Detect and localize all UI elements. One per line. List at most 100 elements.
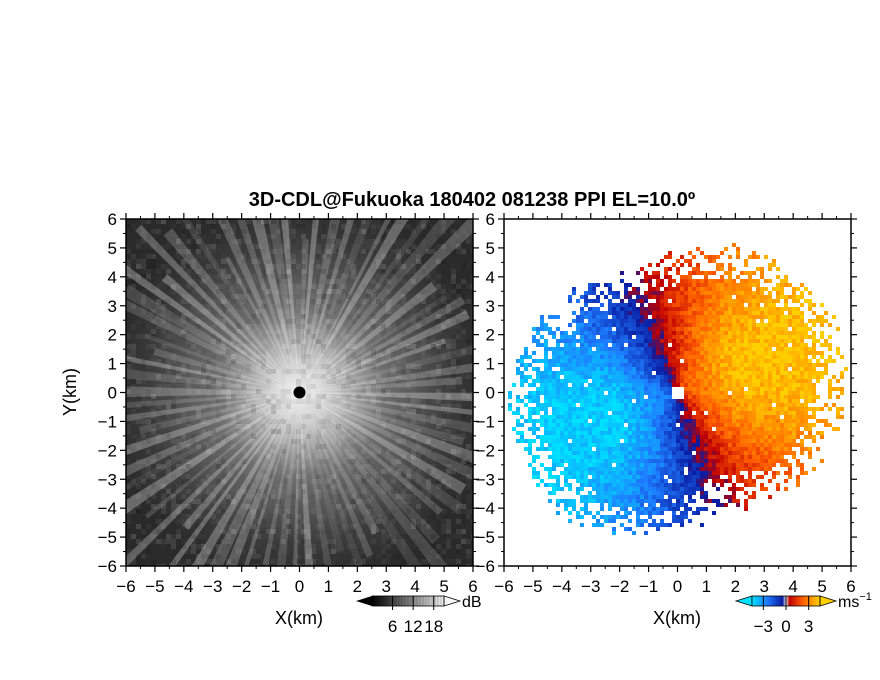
intensity-noise-cell: [166, 479, 171, 484]
velocity-cell: [560, 455, 564, 459]
intensity-noise-cell: [236, 549, 241, 554]
intensity-noise-cell: [311, 399, 316, 404]
intensity-noise-cell: [326, 534, 331, 539]
intensity-noise-cell: [386, 309, 391, 314]
intensity-noise-cell: [231, 394, 236, 399]
intensity-noise-cell: [406, 339, 411, 344]
intensity-noise-cell: [136, 479, 141, 484]
intensity-noise-cell: [431, 289, 436, 294]
intensity-noise-cell: [271, 384, 276, 389]
velocity-cell: [656, 463, 660, 467]
velocity-cell: [668, 379, 672, 383]
intensity-noise-cell: [176, 249, 181, 254]
intensity-noise-cell: [191, 514, 196, 519]
intensity-noise-cell: [256, 534, 261, 539]
intensity-noise-cell: [336, 354, 341, 359]
intensity-noise-cell: [261, 409, 266, 414]
velocity-cell: [600, 399, 604, 403]
velocity-cell: [616, 307, 620, 311]
velocity-cell: [668, 475, 672, 479]
velocity-cell: [676, 287, 680, 291]
velocity-cell: [672, 419, 676, 423]
velocity-cell: [628, 359, 632, 363]
velocity-cell: [668, 423, 672, 427]
intensity-noise-cell: [406, 489, 411, 494]
velocity-cell: [568, 399, 572, 403]
velocity-cell: [672, 459, 676, 463]
intensity-noise-cell: [461, 454, 466, 459]
velocity-cell: [608, 495, 612, 499]
velocity-cell: [556, 431, 560, 435]
intensity-noise-cell: [311, 479, 316, 484]
velocity-cell: [656, 499, 660, 503]
intensity-noise-cell: [211, 439, 216, 444]
intensity-noise-cell: [261, 414, 266, 419]
intensity-noise-cell: [411, 354, 416, 359]
intensity-noise-cell: [196, 274, 201, 279]
intensity-noise-cell: [461, 449, 466, 454]
intensity-noise-cell: [206, 404, 211, 409]
velocity-cell: [636, 427, 640, 431]
intensity-noise-cell: [416, 324, 421, 329]
velocity-cell: [620, 343, 624, 347]
intensity-noise-cell: [216, 269, 221, 274]
chart-title: 3D-CDL@Fukuoka 180402 081238 PPI EL=10.0…: [249, 189, 695, 211]
intensity-noise-cell: [176, 484, 181, 489]
intensity-noise-cell: [306, 414, 311, 419]
intensity-noise-cell: [276, 509, 281, 514]
intensity-noise-cell: [291, 294, 296, 299]
intensity-noise-cell: [196, 534, 201, 539]
intensity-noise-cell: [441, 359, 446, 364]
intensity-noise-cell: [446, 459, 451, 464]
velocity-cell: [684, 391, 688, 395]
velocity-cell: [532, 455, 536, 459]
velocity-cell: [552, 351, 556, 355]
velocity-cell: [676, 427, 680, 431]
intensity-noise-cell: [356, 414, 361, 419]
intensity-noise-cell: [341, 244, 346, 249]
intensity-noise-cell: [291, 234, 296, 239]
velocity-cell: [584, 459, 588, 463]
velocity-cell: [572, 319, 576, 323]
intensity-noise-cell: [351, 414, 356, 419]
intensity-noise-cell: [231, 339, 236, 344]
intensity-noise-cell: [346, 489, 351, 494]
intensity-noise-cell: [341, 439, 346, 444]
intensity-noise-cell: [216, 239, 221, 244]
intensity-noise-cell: [286, 394, 291, 399]
intensity-noise-cell: [376, 504, 381, 509]
intensity-noise-cell: [396, 564, 401, 566]
intensity-noise-cell: [311, 474, 316, 479]
intensity-noise-cell: [401, 389, 406, 394]
intensity-noise-cell: [396, 439, 401, 444]
intensity-noise-cell: [411, 494, 416, 499]
velocity-cell: [636, 479, 640, 483]
velocity-cell: [616, 447, 620, 451]
velocity-cell: [600, 387, 604, 391]
velocity-cell: [580, 323, 584, 327]
intensity-noise-cell: [441, 414, 446, 419]
intensity-noise-cell: [406, 419, 411, 424]
intensity-noise-cell: [156, 434, 161, 439]
intensity-noise-cell: [351, 384, 356, 389]
intensity-noise-cell: [411, 449, 416, 454]
y-tick-label: 3: [108, 297, 117, 316]
velocity-cell: [588, 323, 592, 327]
velocity-cell: [592, 495, 596, 499]
intensity-noise-cell: [326, 329, 331, 334]
intensity-noise-cell: [456, 399, 461, 404]
intensity-noise-cell: [326, 279, 331, 284]
intensity-noise-cell: [396, 304, 401, 309]
intensity-noise-cell: [356, 439, 361, 444]
velocity-cell: [640, 451, 644, 455]
intensity-noise-cell: [436, 319, 441, 324]
intensity-noise-cell: [466, 249, 471, 254]
velocity-cell: [652, 427, 656, 431]
intensity-noise-cell: [276, 394, 281, 399]
velocity-cell: [656, 483, 660, 487]
intensity-noise-cell: [306, 459, 311, 464]
intensity-noise-cell: [126, 414, 131, 419]
velocity-cell: [612, 355, 616, 359]
intensity-noise-cell: [466, 464, 471, 469]
velocity-cell: [560, 383, 564, 387]
